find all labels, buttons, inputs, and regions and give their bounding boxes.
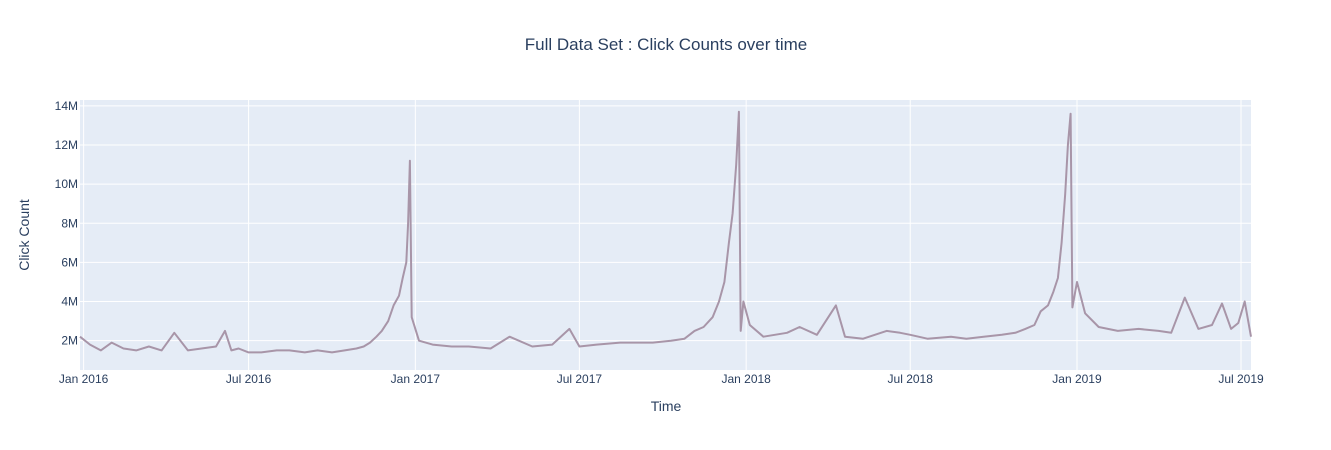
x-tick-label: Jul 2016 (226, 372, 272, 386)
grid (80, 100, 1251, 370)
y-tick-label: 4M (61, 295, 78, 309)
x-axis-ticks: Jan 2016 Jul 2016 Jan 2017 Jul 2017 Jan 2018… (59, 372, 1264, 386)
x-tick-label: Jan 2016 (59, 372, 109, 386)
y-axis-title: Click Count (16, 199, 32, 271)
series-line (79, 110, 1252, 354)
x-tick-label: Jan 2019 (1052, 372, 1102, 386)
y-tick-label: 6M (61, 255, 78, 269)
y-tick-label: 2M (61, 334, 78, 348)
y-tick-label: 14M (55, 99, 78, 113)
y-axis-ticks: 2M 4M 6M 8M 10M 12M 14M (55, 99, 78, 348)
x-tick-label: Jul 2017 (557, 372, 603, 386)
y-tick-label: 10M (55, 177, 78, 191)
x-tick-label: Jul 2018 (888, 372, 934, 386)
chart-title: Full Data Set : Click Counts over time (525, 35, 807, 54)
series-layer (79, 110, 1252, 354)
x-tick-label: Jul 2019 (1218, 372, 1264, 386)
y-tick-label: 12M (55, 138, 78, 152)
x-tick-label: Jan 2017 (391, 372, 441, 386)
plot-area (80, 100, 1251, 370)
y-tick-label: 8M (61, 216, 78, 230)
x-tick-label: Jan 2018 (721, 372, 771, 386)
x-axis-title: Time (651, 398, 682, 414)
